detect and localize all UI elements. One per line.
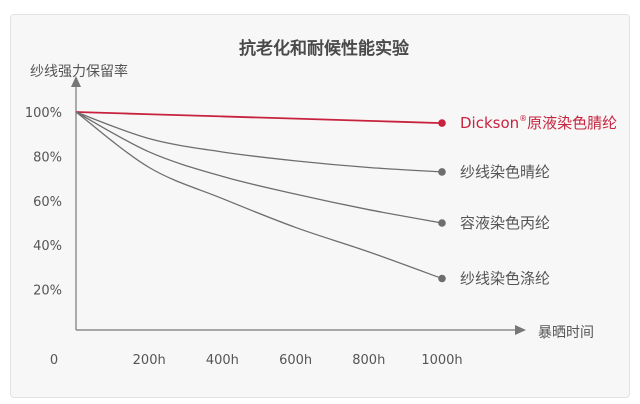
y-axis-arrow: [71, 76, 81, 87]
x-tick-label: 600h: [279, 353, 312, 368]
chart-title: 抗老化和耐候性能实验: [239, 38, 410, 59]
origin-label: 0: [50, 353, 58, 368]
series-label: 纱线染色涤纶: [460, 270, 550, 288]
series-line: [75, 111, 443, 124]
series-end-marker: [438, 119, 446, 127]
x-tick-label: 200h: [133, 353, 166, 368]
x-tick-label: 400h: [206, 353, 239, 368]
x-tick-label: 1000h: [421, 353, 462, 368]
series-label: 纱线染色晴纶: [460, 163, 550, 181]
series-label: Dickson®原液染色腈纶: [460, 114, 617, 132]
x-tick-label: 800h: [352, 353, 385, 368]
y-tick-label: 20%: [33, 284, 62, 299]
series-line: [75, 111, 443, 280]
y-tick-label: 40%: [33, 239, 62, 254]
chart-frame: [10, 14, 630, 398]
y-tick-label: 60%: [33, 195, 62, 210]
series-end-marker: [438, 219, 446, 227]
series-line: [75, 111, 443, 224]
series-line: [75, 111, 443, 173]
y-tick-label: 100%: [25, 106, 62, 121]
y-axis-label: 纱线强力保留率: [30, 63, 128, 80]
y-tick-label: 80%: [33, 150, 62, 165]
series-label: 容液染色丙纶: [460, 214, 550, 232]
series-end-marker: [438, 274, 446, 283]
series-end-marker: [438, 168, 446, 176]
x-axis-arrow: [515, 325, 526, 335]
x-axis-label: 暴晒时间: [538, 325, 594, 341]
